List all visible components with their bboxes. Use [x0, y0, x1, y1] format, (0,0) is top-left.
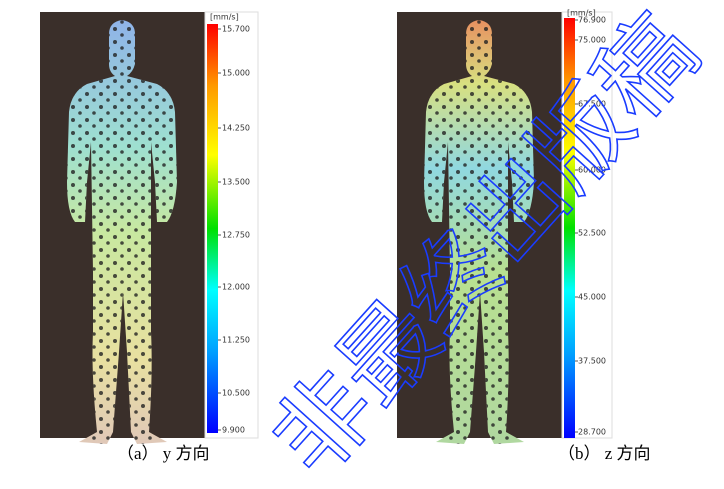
colorbar-label: 11.250 [222, 336, 250, 345]
colorbar-unit: [mm/s] [210, 13, 239, 22]
colorbar-label: 45.000 [578, 293, 606, 302]
colorbar-label: 37.500 [578, 357, 606, 366]
colorbar [564, 18, 575, 438]
caption: （a） y 方向 [117, 444, 210, 463]
colorbar-label: 52.500 [578, 229, 606, 238]
caption: （b） z 方向 [558, 444, 651, 463]
colorbar-label: 10.500 [222, 389, 250, 398]
photo-a [40, 12, 205, 444]
colorbar-label: 9.900 [222, 426, 245, 435]
colorbar-label: 75.000 [578, 36, 606, 45]
colorbar-unit: [mm/s] [567, 9, 596, 18]
colorbar-label: 12.000 [222, 283, 250, 292]
photo-b [397, 12, 562, 444]
colorbar-label: 76.900 [578, 16, 606, 25]
colorbar-label: 13.500 [222, 178, 250, 187]
colorbar-label: 12.750 [222, 231, 250, 240]
colorbar-label: 14.250 [222, 124, 250, 133]
colorbar-label: 15.700 [222, 25, 250, 34]
colorbar-label: 67.500 [578, 100, 606, 109]
colorbar-label: 15.000 [222, 69, 250, 78]
colorbar-label: 28.700 [578, 428, 606, 437]
colorbar [207, 24, 218, 433]
colorbar-label: 60.000 [578, 166, 606, 175]
